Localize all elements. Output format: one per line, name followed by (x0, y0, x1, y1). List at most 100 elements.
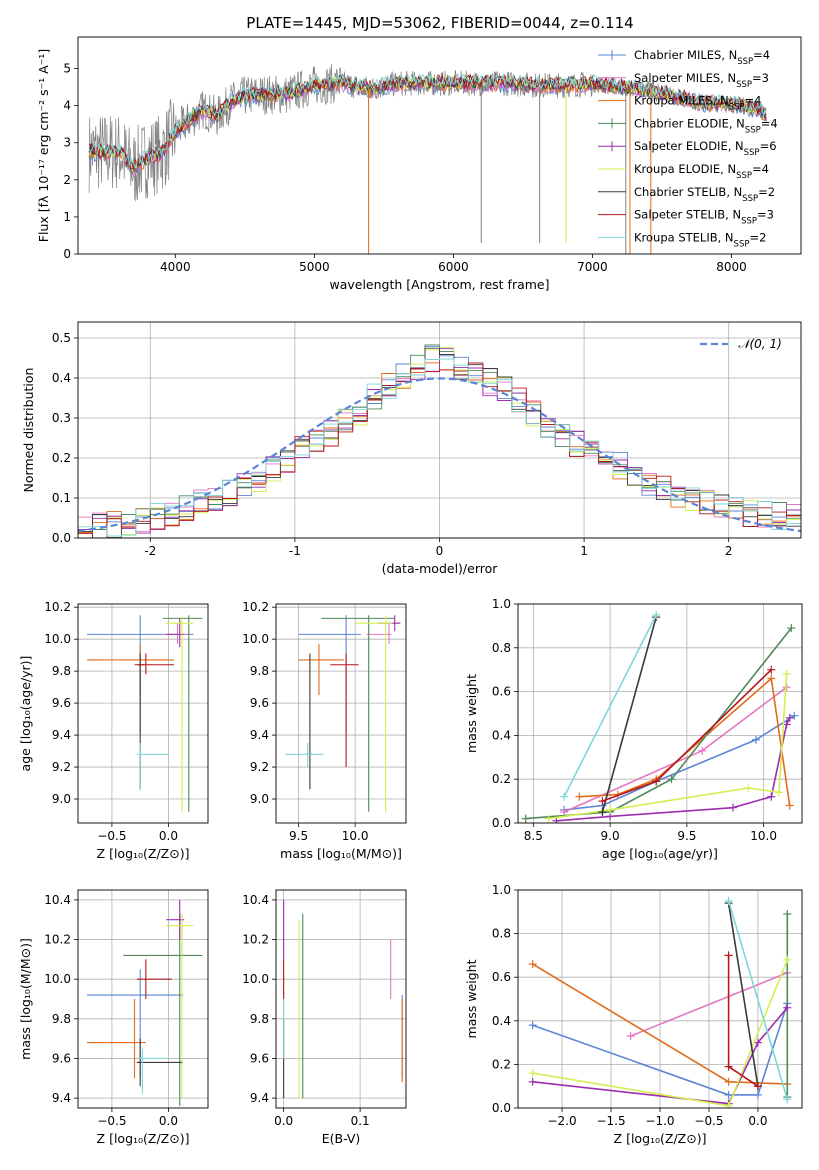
weight_vs_Z-xtick-label: −0.5 (694, 1114, 723, 1128)
age_vs_Z-ytick-label: 9.6 (52, 696, 71, 710)
weight-series-line (563, 614, 657, 798)
weight_vs_age-ytick-label: 0.2 (492, 772, 511, 786)
weight_vs_Z-ytick-label: 0.6 (492, 970, 511, 984)
plot-layer: 4000 5000 6000 7000 8000 0 1 2 3 4 5 wavelength [An… (18, 36, 803, 1146)
weight_vs_age-xtick-label: 10.0 (750, 829, 777, 843)
weight_vs_Z-xlabel: Z [log₁₀(Z/Z⊙)] (614, 1131, 707, 1146)
age_vs_mass-xlabel: mass [log₁₀(M/M⊙)] (280, 846, 402, 861)
age_vs_mass-xtick-label: 10.0 (342, 829, 369, 843)
weight-series-line (532, 1007, 788, 1105)
mass_vs_ebv-ytick-label: 10.0 (242, 972, 269, 986)
spectrum-axes: 4000 5000 6000 7000 8000 0 1 2 3 4 5 wavelength [An… (36, 49, 747, 292)
figure-title: PLATE=1445, MJD=53062, FIBERID=0044, z=0… (246, 14, 633, 32)
weight_vs_Z-plot (528, 896, 792, 1108)
spectrum-ytick-label: 4 (63, 99, 71, 113)
age_vs_mass-ytick-label: 9.2 (250, 760, 269, 774)
age_vs_Z-xtick-label: 0.0 (159, 829, 178, 843)
weight_vs_Z-ylabel: mass weight (464, 959, 479, 1038)
spectrum-xlabel: wavelength [Angstrom, rest frame] (329, 277, 549, 292)
age_vs_Z-ytick-label: 9.4 (52, 728, 71, 742)
age_vs_mass-frame (275, 603, 407, 824)
weight_vs_Z-ytick-label: 0.0 (492, 1101, 511, 1115)
age_vs_Z-ytick-label: 10.0 (44, 632, 71, 646)
weight_vs_age-plot (521, 610, 799, 823)
weight_vs_age-xtick-label: 9.0 (601, 829, 620, 843)
legend-label: Chabrier STELIB, NSSP=2 (634, 185, 775, 204)
legend-label: Salpeter STELIB, NSSP=3 (634, 208, 774, 227)
legend-label: 𝒩(0, 1) (738, 337, 782, 351)
spectrum-ytick-label: 5 (63, 62, 71, 76)
mass_vs_ebv-ytick-label: 10.4 (242, 893, 269, 907)
residuals-ytick-label: 0.4 (52, 371, 71, 385)
weight_vs_Z-ytick-label: 0.2 (492, 1057, 511, 1071)
spectrum-frame (77, 36, 802, 255)
mass_vs_ebv-ytick-label: 9.4 (250, 1091, 269, 1105)
spectrum-xtick-label: 8000 (716, 260, 747, 274)
normal-curve-line (78, 377, 801, 533)
weight-series-line (556, 717, 791, 822)
weight_vs_age-ylabel: mass weight (464, 674, 479, 753)
mass_vs_ebv-xtick-label: 0.1 (351, 1114, 370, 1128)
spectrum-ytick-label: 1 (63, 210, 71, 224)
mass_vs_Z-ytick-label: 9.8 (52, 1012, 71, 1026)
age_vs_Z-plot (87, 615, 203, 812)
residuals-xtick-label: 1 (580, 544, 588, 558)
residuals-ytick-label: 0.5 (52, 331, 71, 345)
spectrum-xtick-label: 4000 (160, 260, 191, 274)
weight-series-line (601, 616, 657, 813)
mass_vs_Z-xlabel: Z [log₁₀(Z/Z⊙)] (97, 1131, 190, 1146)
spectrum-xtick-label: 5000 (299, 260, 330, 274)
mass_vs_ebv-ytick-label: 9.6 (250, 1051, 269, 1065)
residuals-xtick-label: -1 (289, 544, 301, 558)
residuals-frame (77, 321, 802, 539)
residuals-ytick-label: 0.1 (52, 491, 71, 505)
spectrum-ytick-label: 2 (63, 173, 71, 187)
weight_vs_Z-xtick-label: 0.0 (748, 1114, 767, 1128)
weight-series-line (727, 900, 789, 1100)
age_vs_mass-axes: 9.5 10.0 9.0 9.2 9.4 9.6 9.8 10.0 10.2 mass [log₁… (242, 600, 406, 861)
residuals-xtick-label: 2 (725, 544, 733, 558)
residuals-ytick-label: 0.3 (52, 411, 71, 425)
residuals-xtick-label: 0 (436, 544, 444, 558)
mass_vs_Z-axes: −0.5 0.0 9.4 9.6 9.8 10.0 10.2 10.4 Z [log₁₀(Z/Z… (18, 890, 208, 1146)
weight_vs_Z-ytick-label: 0.4 (492, 1014, 511, 1028)
mass_vs_ebv-ytick-label: 10.2 (242, 933, 269, 947)
weight_vs_age-ytick-label: 0.4 (492, 728, 511, 742)
age_vs_Z-ytick-label: 10.2 (44, 600, 71, 614)
age_vs_Z-xlabel: Z [log₁₀(Z/Z⊙)] (97, 846, 190, 861)
mass_vs_Z-ytick-label: 10.0 (44, 972, 71, 986)
age_vs_mass-ytick-label: 9.6 (250, 696, 269, 710)
weight_vs_age-ytick-label: 0.0 (492, 816, 511, 830)
weight-series-line (630, 972, 788, 1037)
residuals-plot (78, 344, 801, 538)
legend-label: Chabrier MILES, NSSP=4 (634, 48, 770, 67)
spectrum-ytick-label: 0 (63, 247, 71, 261)
weight_vs_Z-ytick-label: 0.8 (492, 927, 511, 941)
spectrum-ytick-label: 3 (63, 136, 71, 150)
mass_vs_Z-frame (77, 889, 209, 1109)
mass_vs_Z-xtick-label: −0.5 (97, 1114, 126, 1128)
spectrum-model-line-kroupa-stelib (88, 72, 767, 169)
mass_vs_Z-xtick-label: 0.0 (159, 1114, 178, 1128)
weight_vs_age-xtick-label: 8.5 (524, 829, 543, 843)
residuals-xlabel: (data-model)/error (382, 561, 499, 576)
legend-label: Chabrier ELODIE, NSSP=4 (634, 116, 778, 135)
weight-series-line (579, 676, 791, 806)
age_vs_Z-ytick-label: 9.0 (52, 792, 71, 806)
residuals-ylabel: Normed distribution (21, 368, 36, 493)
weight_vs_age-ytick-label: 1.0 (492, 597, 511, 611)
age_vs_Z-ytick-label: 9.8 (52, 664, 71, 678)
mass_vs_Z-ytick-label: 10.4 (44, 893, 71, 907)
age_vs_mass-plot (285, 615, 401, 812)
residuals-xtick-label: -2 (144, 544, 156, 558)
residuals-ytick-label: 0.0 (52, 531, 71, 545)
mass_vs_Z-ytick-label: 10.2 (44, 933, 71, 947)
mass_vs_Z-ylabel: mass [log₁₀(M/M⊙)] (18, 938, 33, 1060)
spectrum-ylabel: Flux [fλ 10⁻¹⁷ erg cm⁻² s⁻¹ A⁻¹] (36, 49, 51, 242)
age_vs_Z-ytick-label: 9.2 (52, 760, 71, 774)
weight_vs_age-frame (517, 603, 803, 824)
residual-hist-chabrier-stelib (78, 347, 801, 538)
weight-series-line (727, 902, 759, 1087)
